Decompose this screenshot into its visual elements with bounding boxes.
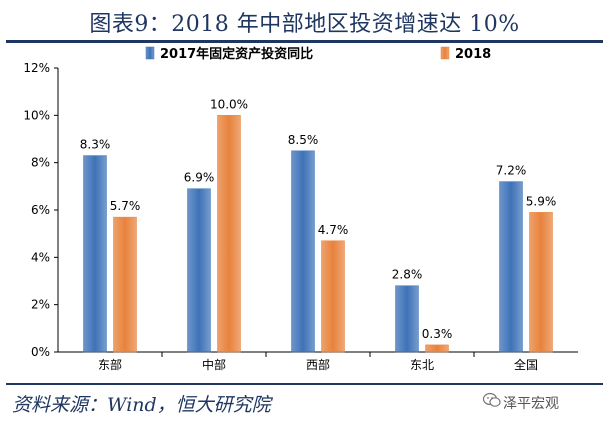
x-tick-label: 西部 [306,357,330,372]
bar-2017 [83,155,107,353]
data-label: 2.8% [392,268,423,282]
bar-2018 [217,115,241,353]
x-tick-label: 全国 [514,357,538,372]
data-label: 8.5% [288,133,319,147]
bar-2017 [499,181,523,353]
data-label: 6.9% [184,171,215,185]
bar-2018 [425,344,449,353]
data-label: 5.7% [110,199,141,213]
y-tick-label: 4% [31,250,50,264]
bar-2018 [113,216,137,353]
footer-divider [6,383,603,385]
y-tick-label: 2% [31,298,50,312]
bar-2018 [529,212,553,353]
data-label: 4.7% [318,223,349,237]
title-divider [6,40,603,43]
bar-chart: 0% 2% 4% 6% 8% 10% 12% 东部 8.3% 5.7% 中部 6.9% 10.0% 西部 8… [23,46,578,372]
y-tick-label: 10% [23,108,50,122]
bar-2017 [395,285,419,353]
x-tick-label: 中部 [202,357,226,372]
legend-swatch [145,46,155,60]
bar-2017 [291,150,315,353]
source-note: 资料来源：Wind，恒大研究院 [12,394,271,416]
data-label: 10.0% [210,97,248,111]
watermark-text: 泽平宏观 [503,396,559,412]
wechat-logo-icon [483,392,501,407]
x-tick-label: 东北 [410,358,434,372]
legend-label: 2017年固定资产投资同比 [160,46,313,62]
chart-title: 图表9：2018 年中部地区投资增速达 10% [89,12,520,37]
y-tick-label: 8% [31,156,50,170]
x-tick-label: 东部 [98,357,122,372]
y-tick-label: 0% [31,345,50,359]
bar-2017 [187,188,211,353]
y-tick-label: 6% [31,203,50,217]
legend-swatch [440,46,450,60]
data-label: 0.3% [422,327,453,341]
y-tick-label: 12% [23,61,50,75]
data-label: 7.2% [496,164,527,178]
data-label: 5.9% [526,194,557,208]
legend-label: 2018 [455,47,491,62]
data-label: 8.3% [80,138,111,152]
bar-2018 [321,240,345,353]
